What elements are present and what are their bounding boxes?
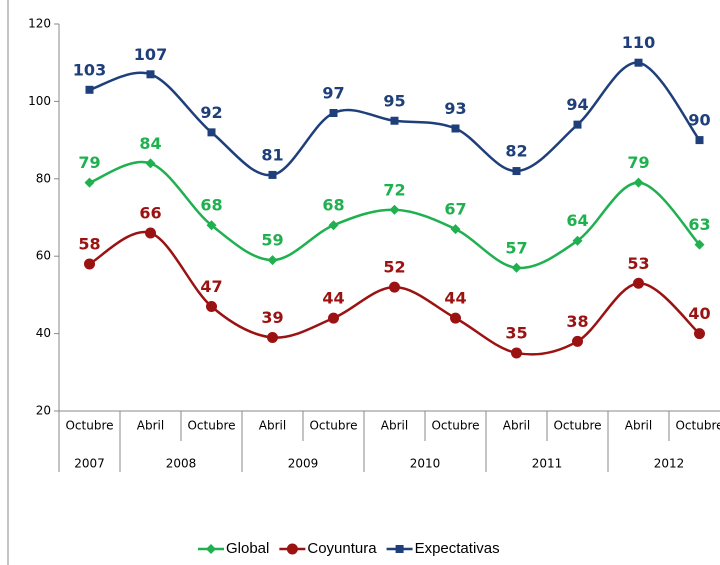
data-point [694, 328, 705, 340]
year-label: 2010 [410, 457, 441, 471]
data-point [451, 124, 460, 133]
x-tick-label: Octubre [431, 419, 479, 433]
data-point [694, 239, 705, 250]
data-point [84, 177, 95, 188]
data-label: 68 [200, 196, 222, 215]
data-label: 84 [139, 134, 161, 153]
x-tick-label: Octubre [65, 419, 113, 433]
y-tick-label: 80 [36, 171, 51, 185]
data-point [206, 220, 217, 231]
x-tick-label: Abril [259, 419, 286, 433]
data-point [84, 258, 95, 270]
year-label: 2008 [166, 457, 197, 471]
data-point [328, 312, 339, 324]
legend-label: Expectativas [415, 540, 500, 557]
data-point [390, 116, 399, 125]
data-point [450, 312, 461, 324]
data-label: 81 [261, 145, 283, 164]
legend-label: Coyuntura [307, 540, 377, 557]
x-tick-label: Abril [137, 419, 164, 433]
data-label: 79 [78, 153, 100, 172]
data-point [389, 281, 400, 293]
data-label: 44 [322, 289, 344, 308]
data-point [207, 128, 216, 137]
year-label: 2012 [654, 457, 685, 471]
data-point [146, 70, 155, 79]
data-label: 35 [505, 323, 527, 342]
data-label: 38 [566, 312, 588, 331]
data-point [206, 301, 217, 313]
x-tick-label: Octubre [187, 419, 235, 433]
legend-label: Global [226, 540, 269, 557]
data-label: 57 [505, 238, 527, 257]
y-tick-label: 120 [28, 17, 51, 31]
data-label: 93 [444, 99, 466, 118]
x-tick-label: Abril [625, 419, 652, 433]
x-tick-label: Octubre [675, 419, 720, 433]
data-label: 67 [444, 200, 466, 219]
series-line [88, 230, 701, 356]
data-point [512, 167, 521, 176]
data-label: 107 [134, 45, 167, 64]
data-label: 94 [566, 95, 588, 114]
data-label: 44 [444, 289, 466, 308]
data-point [633, 277, 644, 289]
data-point [268, 170, 277, 179]
year-label: 2009 [288, 457, 319, 471]
data-point [329, 109, 338, 118]
data-point [634, 58, 643, 67]
data-label: 66 [139, 203, 161, 222]
x-tick-label: Abril [381, 419, 408, 433]
x-tick-label: Octubre [553, 419, 601, 433]
y-tick-label: 40 [36, 326, 51, 340]
data-point [389, 204, 400, 215]
data-label: 103 [73, 60, 106, 79]
data-point [695, 136, 704, 145]
data-point [633, 177, 644, 188]
data-label: 53 [627, 254, 649, 273]
y-tick-label: 100 [28, 94, 51, 108]
data-label: 72 [383, 180, 405, 199]
y-tick-label: 60 [36, 249, 51, 263]
data-label: 97 [322, 84, 344, 103]
legend-marker [395, 545, 404, 553]
data-label: 52 [383, 258, 405, 277]
legend-marker [206, 544, 216, 554]
data-label: 47 [200, 277, 222, 296]
x-tick-label: Octubre [309, 419, 357, 433]
data-label: 59 [261, 231, 283, 250]
data-label: 63 [688, 215, 710, 234]
data-point [573, 120, 582, 129]
data-point [145, 227, 156, 239]
data-label: 95 [383, 91, 405, 110]
y-tick-label: 20 [36, 404, 51, 418]
year-label: 2011 [532, 457, 563, 471]
data-label: 40 [688, 304, 710, 323]
data-point [85, 85, 94, 94]
data-label: 92 [200, 103, 222, 122]
data-label: 39 [261, 308, 283, 327]
series-line [89, 160, 701, 270]
data-point [572, 235, 583, 246]
data-label: 68 [322, 196, 344, 215]
legend-marker [286, 543, 298, 555]
x-tick-label: Abril [503, 419, 530, 433]
data-label: 58 [78, 234, 100, 253]
data-label: 82 [505, 142, 527, 161]
data-point [328, 220, 339, 231]
year-label: 2007 [74, 457, 105, 471]
data-point [145, 158, 156, 169]
data-label: 110 [622, 33, 655, 52]
data-point [267, 255, 278, 266]
data-label: 79 [627, 153, 649, 172]
data-point [511, 262, 522, 273]
data-point [267, 331, 278, 343]
data-point [572, 335, 583, 347]
data-point [450, 224, 461, 235]
data-label: 90 [688, 111, 710, 130]
data-label: 64 [566, 211, 588, 230]
data-point [511, 347, 522, 359]
